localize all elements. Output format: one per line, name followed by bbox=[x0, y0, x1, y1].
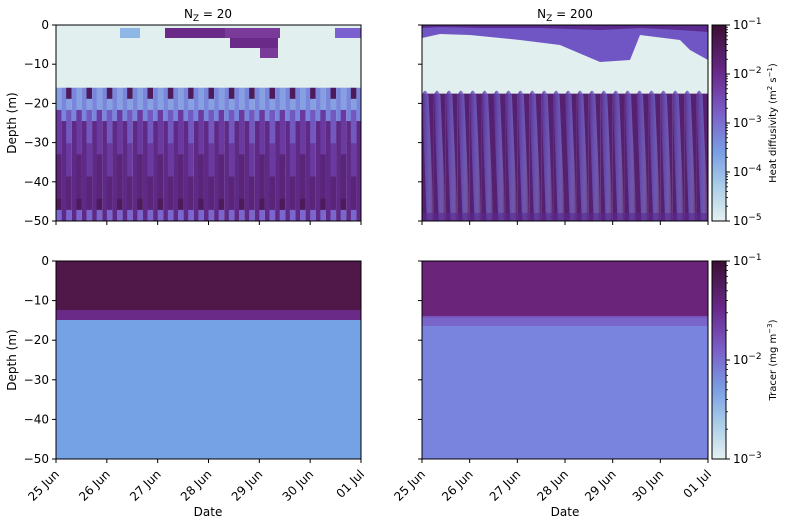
y-tick-label: 0 bbox=[41, 18, 49, 32]
x-tick-label: 01 Jul bbox=[333, 467, 367, 501]
y-tick-label: −20 bbox=[24, 96, 49, 110]
colorbar-tick-label: 10−1 bbox=[733, 17, 762, 32]
ylabel-top: Depth (m) bbox=[5, 92, 19, 153]
colorbar-heat-diffusivity: 10−1 10−2 10−3 10−4 10−5 Heat diffusivity (m… bbox=[711, 17, 779, 228]
x-tick-label: 29 Jun bbox=[582, 467, 619, 504]
y-tick-label: 0 bbox=[41, 254, 49, 268]
x-tick-label: 28 Jun bbox=[534, 467, 571, 504]
y-tick-label: −40 bbox=[24, 175, 49, 189]
x-tick-label: 27 Jun bbox=[127, 467, 164, 504]
x-tick-label: 30 Jun bbox=[630, 467, 667, 504]
x-tick-label: 25 Jun bbox=[25, 467, 62, 504]
y-tick-label: −20 bbox=[24, 333, 49, 347]
colorbar-label-tracer: Tracer (mg m−3) bbox=[766, 319, 779, 401]
panel-heat-diffusivity-nz200 bbox=[422, 25, 708, 221]
xlabel-right: Date bbox=[551, 505, 580, 519]
y-tick-label: −30 bbox=[24, 373, 49, 387]
x-tick-label: 01 Jul bbox=[680, 467, 714, 501]
colorbar-label-heat: Heat diffusivity (m2 s−1) bbox=[766, 63, 779, 183]
title-nz200: NZ = 200 bbox=[537, 7, 593, 24]
colorbar-tick-label: 10−2 bbox=[733, 352, 762, 367]
y-tick-label: −10 bbox=[24, 57, 49, 71]
panel-heat-diffusivity-nz20 bbox=[56, 25, 361, 221]
x-tick-label: 25 Jun bbox=[391, 467, 428, 504]
y-tick-label: −40 bbox=[24, 412, 49, 426]
x-tick-label: 26 Jun bbox=[439, 467, 476, 504]
colorbar-tick-label: 10−5 bbox=[733, 213, 762, 228]
colorbar-tick-label: 10−4 bbox=[733, 164, 762, 179]
xlabel-left: Date bbox=[194, 505, 223, 519]
y-tick-label: −30 bbox=[24, 136, 49, 150]
colorbar-tick-label: 10−3 bbox=[733, 115, 762, 130]
colorbar-tick-label: 10−1 bbox=[733, 253, 762, 268]
y-tick-label: −10 bbox=[24, 294, 49, 308]
colorbar-tracer: 10−1 10−2 10−3 Tracer (mg m−3) bbox=[711, 253, 779, 466]
x-tick-label: 28 Jun bbox=[178, 467, 215, 504]
colorbar-tick-label: 10−3 bbox=[733, 451, 762, 466]
y-tick-label: −50 bbox=[24, 452, 49, 466]
x-tick-label: 30 Jun bbox=[280, 467, 317, 504]
x-tick-label: 27 Jun bbox=[487, 467, 524, 504]
panel-tracer-nz20 bbox=[56, 261, 361, 459]
panel-tracer-nz200 bbox=[422, 261, 708, 459]
x-tick-label: 29 Jun bbox=[229, 467, 266, 504]
ylabel-bottom: Depth (m) bbox=[5, 329, 19, 390]
y-tick-label: −50 bbox=[24, 214, 49, 228]
colorbar-tick-label: 10−2 bbox=[733, 66, 762, 81]
x-tick-label: 26 Jun bbox=[76, 467, 113, 504]
title-nz20: NZ = 20 bbox=[184, 7, 232, 24]
